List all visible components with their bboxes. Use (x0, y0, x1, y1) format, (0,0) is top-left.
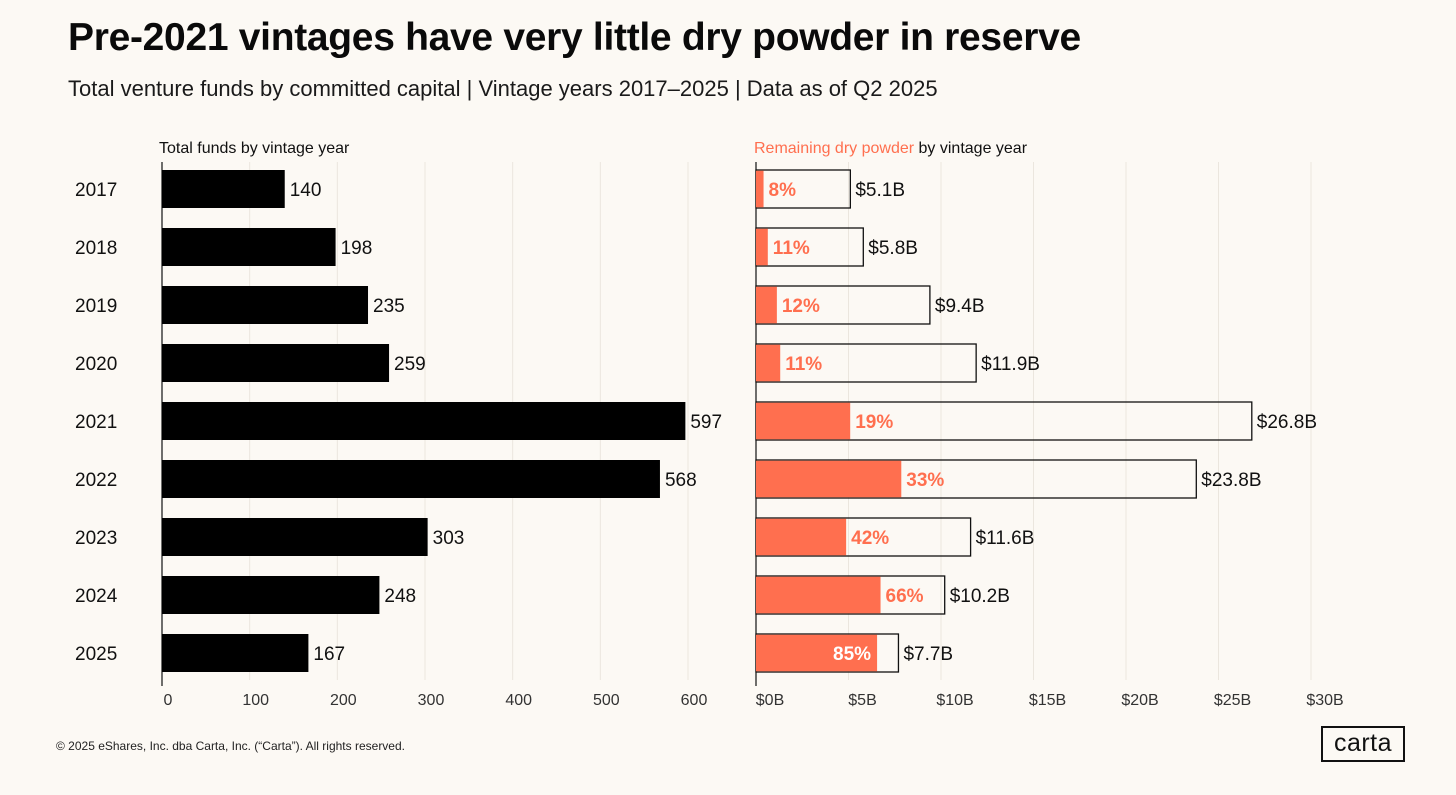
chart-subtitle: Total venture funds by committed capital… (68, 76, 938, 101)
left-bar-value-label: 167 (313, 644, 345, 665)
right-total-value-label: $23.8B (1201, 470, 1261, 491)
left-bar (162, 518, 428, 556)
right-total-value-label: $11.9B (981, 354, 1040, 375)
left-x-tick-label: 200 (330, 692, 357, 709)
right-total-value-label: $26.8B (1257, 412, 1317, 433)
left-x-tick-label: 600 (681, 692, 708, 709)
left-x-tick-label: 400 (505, 692, 532, 709)
right-panel-title: Remaining dry powder by vintage year (754, 140, 1028, 157)
left-x-tick-label: 0 (164, 692, 173, 709)
left-bar (162, 634, 309, 672)
left-bar (162, 576, 380, 614)
left-x-tick-label: 300 (418, 692, 445, 709)
right-dry-powder-bar (756, 634, 878, 672)
right-x-tick-label: $0B (756, 692, 784, 709)
right-dry-powder-pct-label: 42% (851, 528, 889, 549)
right-panel-title-highlight: Remaining dry powder (754, 140, 915, 157)
right-x-tick-label: $25B (1214, 692, 1251, 709)
chart-title: Pre-2021 vintages have very little dry p… (68, 16, 1081, 59)
category-label: 2017 (75, 180, 117, 201)
category-label: 2018 (75, 238, 117, 259)
left-bar-value-label: 597 (690, 412, 722, 433)
copyright-footer: © 2025 eShares, Inc. dba Carta, Inc. (“C… (56, 739, 405, 753)
category-label: 2021 (75, 412, 117, 433)
right-dry-powder-bar (756, 576, 881, 614)
right-total-value-label: $7.7B (903, 644, 953, 665)
category-label: 2019 (75, 296, 117, 317)
right-dry-powder-pct-label: 66% (886, 586, 924, 607)
right-x-tick-label: $20B (1121, 692, 1158, 709)
category-label: 2020 (75, 354, 117, 375)
right-dry-powder-pct-label: 33% (906, 470, 944, 491)
right-dry-powder-bar (756, 228, 768, 266)
right-x-tick-label: $15B (1029, 692, 1066, 709)
right-dry-powder-pct-label: 85% (833, 644, 871, 665)
right-panel-title-rest: by vintage year (914, 140, 1028, 157)
right-x-tick-label: $10B (936, 692, 973, 709)
right-total-value-label: $5.8B (868, 238, 918, 259)
category-label: 2023 (75, 528, 117, 549)
right-dry-powder-bar (756, 344, 781, 382)
left-bar-value-label: 235 (373, 296, 405, 317)
category-label: 2022 (75, 470, 117, 491)
left-bar (162, 228, 336, 266)
category-label: 2024 (75, 586, 118, 607)
right-x-tick-label: $5B (848, 692, 876, 709)
left-panel-title: Total funds by vintage year (159, 140, 350, 157)
right-dry-powder-pct-label: 11% (773, 238, 810, 259)
right-dry-powder-bar (756, 518, 847, 556)
carta-logo: carta (1321, 726, 1405, 762)
left-bar (162, 460, 660, 498)
category-label: 2025 (75, 644, 117, 665)
left-bar (162, 402, 686, 440)
left-bar-value-label: 248 (384, 586, 416, 607)
left-x-tick-label: 500 (593, 692, 620, 709)
right-total-value-label: $11.6B (976, 528, 1035, 549)
right-total-value-label: $9.4B (935, 296, 985, 317)
left-bar (162, 170, 285, 208)
right-dry-powder-bar (756, 460, 902, 498)
left-bar-value-label: 140 (290, 180, 322, 201)
left-bar-value-label: 259 (394, 354, 426, 375)
right-dry-powder-pct-label: 8% (769, 180, 797, 201)
right-total-value-label: $5.1B (855, 180, 905, 201)
left-bar (162, 344, 390, 382)
right-dry-powder-pct-label: 12% (782, 296, 820, 317)
left-bar (162, 286, 369, 324)
right-total-value-label: $10.2B (950, 586, 1010, 607)
left-bar-value-label: 568 (665, 470, 697, 491)
right-dry-powder-pct-label: 19% (855, 412, 893, 433)
right-dry-powder-bar (756, 402, 851, 440)
right-dry-powder-bar (756, 286, 777, 324)
left-bar-value-label: 198 (341, 238, 373, 259)
right-dry-powder-pct-label: 11% (785, 354, 822, 375)
right-dry-powder-bar (756, 170, 764, 208)
left-bar-value-label: 303 (433, 528, 465, 549)
right-x-tick-label: $30B (1306, 692, 1343, 709)
left-x-tick-label: 100 (242, 692, 269, 709)
